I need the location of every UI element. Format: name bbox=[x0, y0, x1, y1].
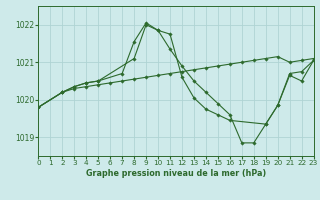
X-axis label: Graphe pression niveau de la mer (hPa): Graphe pression niveau de la mer (hPa) bbox=[86, 169, 266, 178]
